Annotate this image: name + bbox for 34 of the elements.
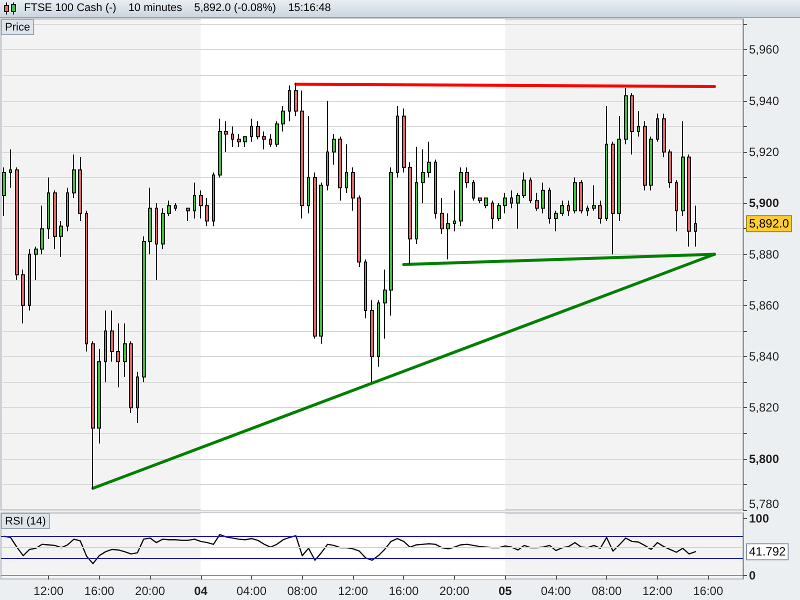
text: 5,892.0: [749, 216, 790, 231]
y-tick-label: 5,840: [749, 350, 780, 364]
x-tick-label: 08:00: [287, 584, 318, 598]
text: 41.792: [749, 544, 786, 559]
x-tick-label: 08:00: [592, 584, 622, 598]
y-tick-label: 5,900: [749, 196, 780, 210]
y-tick-label: 5,940: [749, 94, 780, 108]
text: 5,892.0 (-0.08%): [194, 2, 276, 15]
y-axis-title: Price: [5, 22, 30, 34]
x-tick-label: 16:00: [388, 584, 420, 598]
y-tick-label: 0: [749, 568, 756, 583]
x-tick-label: 04: [194, 584, 208, 598]
chart-title: FTSE 100 Cash (-): [24, 2, 116, 15]
y-tick-label: 5,860: [749, 298, 780, 312]
x-tick-label: 04:00: [236, 584, 267, 598]
text: 15:16:48: [288, 2, 331, 15]
x-tick-label: 04:00: [540, 584, 572, 598]
x-tick-label: 12:00: [338, 584, 368, 598]
y-tick-label: 5,820: [749, 400, 780, 415]
x-tick-label: 05: [498, 584, 512, 598]
y-tick-label: 5,960: [749, 42, 780, 57]
y-axis-title: RSI (14): [5, 516, 46, 528]
y-tick-label: 100: [749, 512, 770, 526]
y-tick-label: 5,800: [749, 452, 780, 466]
x-tick-label: 16:00: [693, 584, 724, 598]
x-tick-label: 12:00: [642, 584, 673, 598]
x-tick-label: 20:00: [135, 584, 166, 598]
y-tick-label: 5,920: [749, 144, 780, 159]
x-tick-label: 12:00: [34, 584, 64, 598]
y-tick-label: 5,780: [749, 497, 780, 511]
x-tick-label: 20:00: [439, 584, 470, 598]
y-tick-label: 5,880: [749, 247, 780, 262]
x-tick-label: 16:00: [84, 584, 115, 598]
chart-subtitle: 10 minutes: [128, 2, 182, 15]
